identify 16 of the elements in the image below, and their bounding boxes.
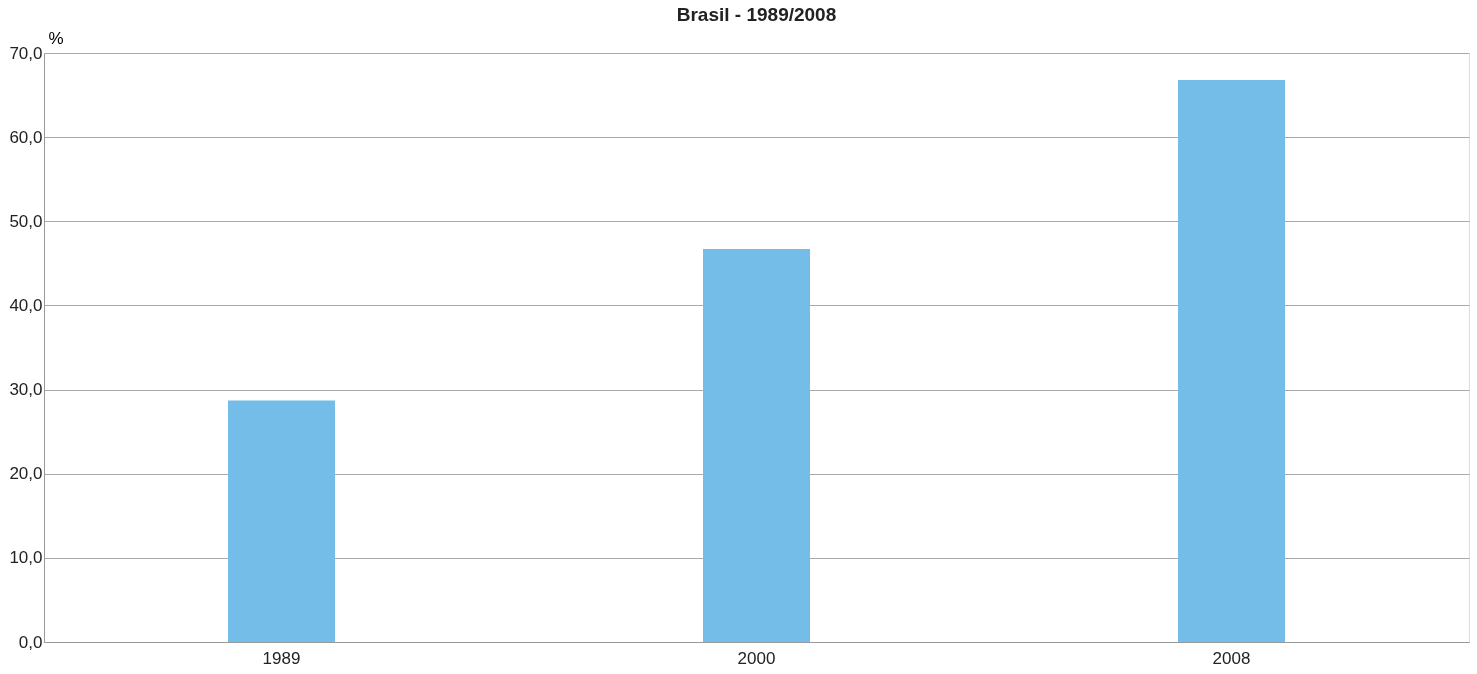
x-tick-label: 1989 xyxy=(262,648,301,668)
y-tick-label: 50,0 xyxy=(9,211,43,231)
bar xyxy=(703,249,810,642)
y-axis-title: % xyxy=(48,28,64,48)
bar xyxy=(228,400,335,642)
chart-title: Brasil - 1989/2008 xyxy=(676,4,837,25)
bar xyxy=(1178,79,1285,642)
y-tick-label: 30,0 xyxy=(9,380,43,400)
y-tick-label: 70,0 xyxy=(9,43,43,63)
x-tick-label: 2000 xyxy=(737,648,776,668)
y-tick-label: 10,0 xyxy=(9,548,43,568)
y-tick-label: 60,0 xyxy=(9,127,43,147)
y-tick-label: 0,0 xyxy=(18,632,43,652)
y-tick-label: 40,0 xyxy=(9,295,43,315)
x-tick-label: 2008 xyxy=(1212,648,1251,668)
y-tick-label: 20,0 xyxy=(9,464,43,484)
